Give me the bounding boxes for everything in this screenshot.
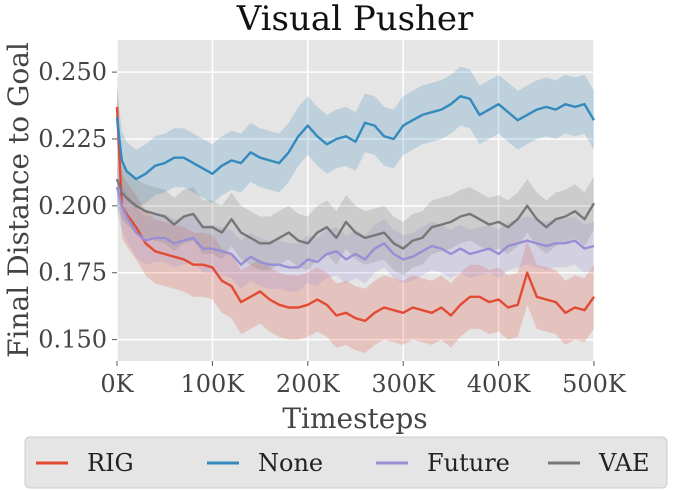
y-axis-label: Final Distance to Goal	[2, 42, 35, 358]
x-tick-label: 300K	[371, 370, 436, 398]
x-tick-label: 500K	[562, 370, 627, 398]
legend-label-vae: VAE	[598, 449, 650, 477]
plot-area	[117, 40, 594, 361]
legend-label-rig: RIG	[87, 449, 134, 477]
y-tick-label: 0.150	[38, 326, 107, 354]
x-tick-label: 0K	[100, 370, 134, 398]
legend-label-none: None	[258, 449, 323, 477]
series-line-none	[115, 94, 596, 181]
legend: RIG None Future VAE	[24, 436, 668, 489]
grid-lines	[116, 40, 595, 361]
x-tick-label: 400K	[467, 370, 532, 398]
series-line-vae	[115, 178, 596, 250]
y-axis-ticks: 0.150 0.175 0.200 0.225 0.250	[38, 58, 117, 354]
y-tick-label: 0.225	[38, 125, 107, 153]
y-tick-label: 0.200	[38, 192, 107, 220]
chart-title: Visual Pusher	[236, 0, 474, 39]
x-tick-label: 100K	[181, 370, 246, 398]
series-lines	[115, 94, 596, 323]
series-band-vae	[117, 152, 594, 276]
series-band-none	[117, 66, 594, 209]
legend-box	[24, 436, 668, 489]
y-tick-label: 0.175	[38, 259, 107, 287]
y-tick-label: 0.250	[38, 58, 107, 86]
x-axis-label: Timesteps	[282, 402, 427, 435]
series-line-future	[115, 186, 595, 269]
legend-label-future: Future	[427, 449, 510, 477]
x-axis-ticks: 0K 100K 200K 300K 400K 500K	[100, 361, 627, 398]
series-line-rig	[115, 106, 595, 323]
series-band-rig	[117, 74, 594, 354]
x-tick-label: 200K	[276, 370, 341, 398]
